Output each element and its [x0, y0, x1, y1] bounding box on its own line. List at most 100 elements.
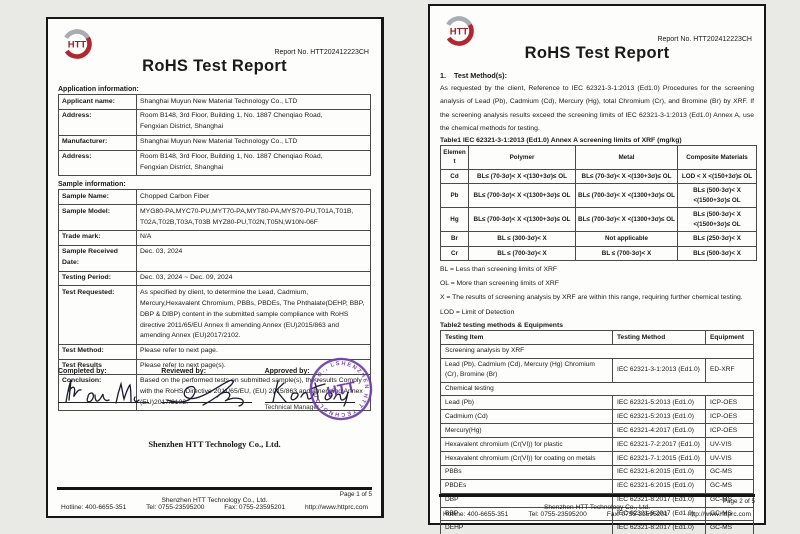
cell-method: IEC 62321-4:2017 (Ed1.0): [612, 423, 706, 439]
section-cell: Chemical testing: [440, 381, 754, 397]
cell-label: Trade mark:: [58, 229, 137, 246]
completed-signature: [65, 379, 140, 404]
signature-area: Completed by: Reviewed by: Approved by: …: [58, 356, 374, 422]
table-section-row: Chemical testing: [440, 381, 754, 397]
htt-logo-text: HTT: [450, 27, 469, 38]
table-row: Test Results Please refer to next page(s…: [58, 358, 371, 375]
cell-composite: BL≤ (500-3σ)< X <(1500+3σ)≤ OL: [677, 183, 757, 209]
note-line: X = The results of screening analysis by…: [440, 294, 743, 302]
cell-element: Br: [440, 231, 469, 247]
footer-rule: [439, 494, 755, 497]
cell-composite: BL≤ (250-3σ)< X: [677, 231, 757, 247]
cell-method: IEC 62321-3-1:2013 (Ed1.0): [612, 357, 706, 383]
table-section-row: Screening analysis by XRF: [440, 343, 754, 359]
cell-item: Lead (Pb): [440, 395, 613, 411]
report-page-1: HTT Report No. HTT202412223CH RoHS Test …: [46, 17, 384, 518]
cell-item: Hexavalent chromium (Cr(VI)) for coating…: [440, 451, 613, 466]
report-number: Report No. HTT202412223CH: [657, 36, 752, 43]
cell-label: Manufacturer:: [58, 134, 137, 151]
table-row: Manufacturer: Shanghai Muyun New Materia…: [58, 134, 371, 151]
cell-method: IEC 62321-5:2013 (Ed1.0): [612, 395, 706, 411]
table-row: PBBs IEC 62321-6:2015 (Ed1.0) GC-MS: [440, 464, 754, 480]
cell-label: Conclusion:: [58, 373, 137, 412]
cell-method: IEC 62321-7-1:2015 (Ed1.0): [612, 451, 706, 466]
page-number: Page 1 of 5: [339, 491, 372, 498]
cell-composite: LOD < X <(150+3σ)≤ OL: [677, 168, 757, 185]
note-line: OL = More than screening limits of XRF: [440, 280, 559, 288]
table-row: Hexavalent chromium (Cr(VI)) for coating…: [440, 451, 754, 466]
page-title: RoHS Test Report: [524, 44, 670, 62]
column-header: Polymer: [468, 145, 576, 170]
report-page-2: HTT Report No. HTT202412223CH RoHS Test …: [428, 4, 766, 534]
footer-website: http://www.httprc.com: [687, 511, 751, 518]
sample-section-label: Sample information:: [58, 181, 126, 189]
cell-value: Please refer to next page.: [136, 343, 371, 360]
cell-label: Sample Name:: [58, 189, 137, 206]
table-row: Mercury(Hg) IEC 62321-4:2017 (Ed1.0) ICP…: [440, 423, 754, 439]
htt-logo-text: HTT: [68, 40, 87, 51]
footer-hotline: Hotline: 400-6655-351: [443, 511, 509, 518]
testing-methods-table: Testing Item Testing Method Equipment Sc…: [440, 330, 754, 534]
table-row: Address: Room B148, 3rd Floor, Building …: [58, 108, 371, 136]
cell-item: Lead (Pb), Cadmium (Cd), Mercury (Hg) Ch…: [440, 357, 613, 383]
table-row: Sample Name: Chopped Carbon Fiber: [58, 189, 371, 206]
cell-metal: BL ≤ (700-3σ)< X: [575, 245, 678, 261]
cell-metal: Not applicable: [575, 231, 678, 247]
footer-company: Shenzhen HTT Technology Co., Ltd.: [543, 504, 651, 511]
heading-number: 1.: [440, 71, 446, 80]
footer-tel: Tel: 0755-23595200: [146, 504, 205, 511]
cell-item: DEHP: [440, 520, 613, 534]
cell-equipment: UV-VIS: [705, 437, 754, 453]
approved-by-label: Approved by:: [264, 368, 310, 375]
footer-company: Shenzhen HTT Technology Co., Ltd.: [161, 497, 268, 504]
page1-footer: Page 1 of 5 Shenzhen HTT Technology Co.,…: [57, 487, 372, 511]
cell-composite: BL≤ (500-3σ)< X <(1500+3σ)≤ OL: [677, 207, 757, 233]
table-row: DEHP IEC 62321-8:2017 (Ed1.0) GC-MS: [440, 520, 754, 534]
cell-value: Please refer to next page(s).: [136, 358, 371, 375]
column-header: Equipment: [705, 330, 754, 345]
cell-value: Room B148, 3rd Floor, Building 1, No. 18…: [136, 149, 371, 177]
cell-polymer: BL≤ (700-3σ)< X <(1300+3σ)≤ OL: [468, 207, 576, 233]
test-methods-heading: 1. Test Method(s):: [440, 71, 754, 80]
cell-polymer: BL ≤ (700-3σ)< X: [468, 245, 576, 261]
page-title: RoHS Test Report: [142, 57, 287, 75]
cell-value: N/A: [136, 229, 371, 246]
cell-method: IEC 62321-5:2013 (Ed1.0): [612, 409, 706, 425]
cell-value: As specified by client, to determine the…: [136, 285, 371, 345]
cell-value: Dec. 03, 2024 ~ Dec. 09, 2024: [136, 270, 371, 287]
table-row: PBDEs IEC 62321-6:2015 (Ed1.0) GC-MS: [440, 478, 754, 494]
cell-method: IEC 62321-8:2017 (Ed1.0): [612, 520, 706, 534]
reviewed-by-label: Reviewed by:: [161, 368, 207, 375]
table-row: Sample Received Date: Dec. 03, 2024: [58, 244, 371, 272]
table-row: Br BL ≤ (300-3σ)< X Not applicable BL≤ (…: [440, 231, 757, 247]
cell-element: Hg: [440, 207, 469, 233]
column-header: Testing Item: [440, 330, 613, 345]
table-row: Pb BL≤ (700-3σ)< X <(1300+3σ)≤ OL BL≤ (7…: [440, 183, 757, 209]
cell-equipment: GC-MS: [705, 520, 754, 534]
cell-value: Chopped Carbon Fiber: [136, 189, 371, 206]
sample-info-table: Sample Name: Chopped Carbon Fiber Sample…: [58, 189, 371, 412]
cell-value: Shanghai Muyun New Material Technology C…: [136, 134, 371, 151]
cell-label: Test Method:: [58, 343, 137, 360]
htt-logo-icon: HTT: [62, 29, 92, 59]
page1-header: HTT Report No. HTT202412223CH RoHS Test …: [58, 23, 371, 81]
xrf-screening-limits-table: Element Polymer Metal Composite Material…: [440, 145, 757, 261]
completed-by-block: Completed by:: [58, 368, 161, 411]
cell-label: Test Requested:: [58, 285, 137, 345]
cell-value: Shanghai Muyun New Material Technology C…: [136, 94, 371, 110]
cell-equipment: ICP-OES: [705, 395, 754, 411]
cell-label: Sample Model:: [58, 204, 137, 231]
approved-by-block: Approved by: Technical Manager: [264, 368, 368, 411]
table-row: Trade mark: N/A: [58, 229, 371, 246]
cell-equipment: GC-MS: [705, 464, 754, 480]
cell-metal: BL≤ (700-3σ)< X <(1300+3σ)≤ OL: [575, 207, 678, 233]
footer-contacts: Hotline: 400-6655-351 Tel: 0755-23595200…: [439, 511, 755, 518]
cell-method: IEC 62321-7-2:2017 (Ed1.0): [612, 437, 706, 453]
reviewed-by-block: Reviewed by:: [161, 368, 264, 411]
footer-rule: [57, 487, 372, 490]
cell-polymer: BL≤ (700-3σ)< X <(1300+3σ)≤ OL: [468, 183, 576, 209]
company-name-line: Shenzhen HTT Technology Co., Ltd.: [148, 439, 281, 449]
column-header: Element: [440, 145, 469, 170]
note-line: LOD = Limit of Detection: [440, 308, 515, 316]
page2-footer: Page 2 of 5 Shenzhen HTT Technology Co.,…: [439, 494, 755, 518]
